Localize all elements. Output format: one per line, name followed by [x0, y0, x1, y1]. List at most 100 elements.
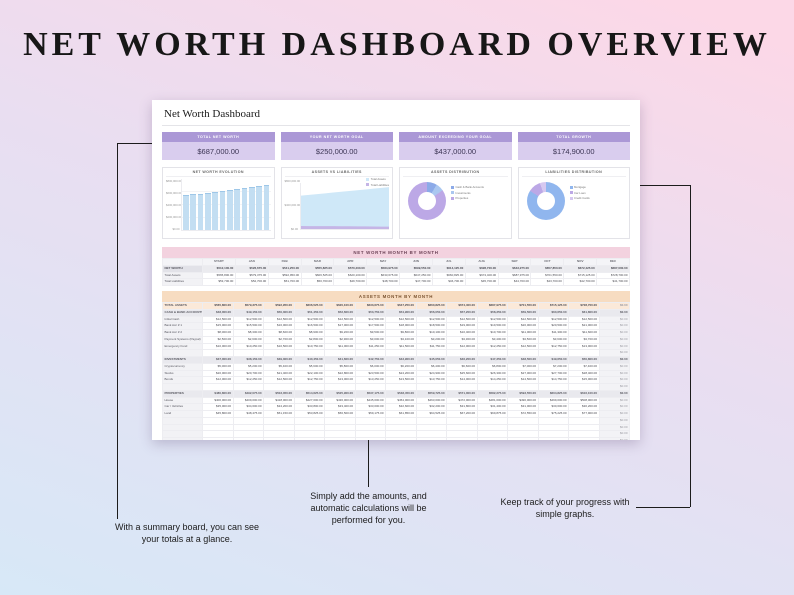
cell: $15,000.00: [202, 322, 234, 330]
cell: $59,500.00: [507, 308, 539, 317]
cell: $53,750.00: [354, 308, 386, 317]
callout-graphs-note: Keep track of your progress with simple …: [500, 497, 630, 520]
cell: $628,700.00: [464, 264, 499, 273]
table-row: $0.00: [162, 430, 630, 438]
area-chart-svg: [299, 183, 389, 230]
legend-swatch: [569, 196, 573, 200]
cell: $49,700.00: [333, 278, 368, 286]
cell: $728,700.00: [568, 302, 600, 310]
callout-line-middle-vertical: [368, 440, 369, 487]
cell: $0.00: [598, 410, 630, 418]
cell: [537, 423, 569, 432]
chart-title: ASSETS DISTRIBUTION: [403, 170, 508, 177]
y-axis-tick: $800,000.00: [284, 179, 301, 183]
table-row: Cryptocurrency $5,000.00 $5,200.00 $5,400.0…: [162, 362, 630, 371]
callout-line-left-horizontal: [117, 143, 152, 144]
cell: [415, 430, 447, 438]
cell: $57,200.00: [446, 308, 478, 317]
cell: $0.00: [598, 349, 630, 357]
cell: $525,900.00: [324, 389, 356, 398]
dashboard-screenshot: Net Worth Dashboard TOTAL NET WORTH $687,…: [152, 100, 640, 440]
table-row: Total Liabilities $53,700.00 $52,700.00 $51…: [162, 278, 630, 286]
cell: $18,000.00: [385, 322, 417, 330]
cell: $27,700.00: [537, 369, 569, 378]
cell: $54,900.00: [385, 308, 417, 317]
cell: [415, 383, 447, 391]
cell: $565,800.00: [202, 271, 236, 280]
cell: $0.00: [598, 302, 630, 310]
cell: $616,100.00: [568, 389, 600, 398]
cell: [232, 430, 264, 438]
cell: $3,400.00: [476, 335, 508, 344]
cell: $17,000.00: [324, 322, 356, 330]
cell: $51,150.00: [263, 410, 295, 418]
bar-chart-bars: [181, 179, 271, 231]
cell: $31,800.00: [446, 403, 478, 411]
legend-item: Cash & Bank Accounts: [451, 185, 484, 189]
legend-label: Cash & Bank Accounts: [455, 185, 484, 189]
cell: $8,000.00: [202, 329, 234, 337]
cell: $508,000.00: [568, 396, 600, 405]
cell: [293, 383, 325, 391]
cell: $34,600.00: [232, 403, 264, 411]
column-header: MAY: [366, 258, 401, 266]
cell: $15,000.00: [568, 376, 600, 384]
column-header: NOV: [563, 258, 598, 266]
cell: $0.00: [598, 322, 630, 330]
cell: $687,975.00: [476, 302, 508, 310]
cell: $584,975.00: [366, 264, 401, 273]
legend-label: Properties: [455, 196, 469, 200]
cell: $606,525.00: [300, 271, 335, 280]
cell: $0.00: [598, 308, 630, 317]
cell: [537, 383, 569, 391]
row-label: Car / Vehicles: [162, 403, 203, 411]
column-header: SEP: [497, 258, 532, 266]
cell: $3,500.00: [507, 335, 539, 344]
cell: $647,250.00: [399, 271, 433, 280]
bar: [197, 193, 204, 230]
cell: $11,250.00: [354, 342, 386, 351]
bar: [256, 186, 263, 230]
legend-item: Total Assets: [366, 177, 389, 181]
cell: $59,175.00: [354, 410, 386, 418]
cell: $13,750.00: [415, 376, 447, 384]
cell: $10,700.00: [476, 329, 508, 337]
cell: [476, 383, 508, 391]
cell: $614,125.00: [431, 264, 466, 273]
table-row: Initial Cash $12,500.00 $12,500.00 $12,500.…: [162, 315, 630, 324]
cell: $69,875.00: [476, 410, 508, 418]
cell: $58,350.00: [476, 308, 508, 317]
cell: $0.00: [598, 315, 630, 324]
bar: [234, 188, 241, 230]
cell: $11,300.00: [537, 329, 569, 337]
assets-table-grid: TOTAL ASSETS $565,800.00 $579,375.00 $592,9…: [162, 302, 630, 440]
column-header: JUL: [431, 258, 466, 266]
bar: [219, 190, 226, 230]
cell: $20,000.00: [507, 322, 539, 330]
cell: $9,500.00: [354, 329, 386, 337]
bar: [248, 187, 255, 230]
summary-card-value: $250,000.00: [280, 142, 393, 160]
cell: $12,250.00: [232, 376, 264, 384]
summary-card-value: $687,000.00: [162, 142, 275, 160]
legend-label: Investments: [455, 190, 471, 195]
cell: [446, 349, 478, 357]
summary-card-label: YOUR NET WORTH GOAL: [280, 132, 393, 142]
cell: $47,350.00: [476, 356, 508, 364]
cell: $7,000.00: [507, 362, 539, 371]
cell: $9,800.00: [385, 329, 417, 337]
cell: $12,500.00: [568, 315, 600, 324]
row-label: Stocks: [162, 369, 203, 378]
y-axis-tick: $0.00: [291, 227, 298, 231]
cell: [293, 416, 325, 425]
cell: $499,000.00: [537, 396, 569, 405]
cell: $48,700.00: [366, 278, 401, 286]
cell: $0.00: [598, 389, 630, 398]
cell: $12,500.00: [263, 376, 295, 384]
cell: $21,000.00: [568, 322, 600, 330]
assets-table-title: ASSETS MONTH BY MONTH: [162, 291, 630, 302]
cell: $12,500.00: [446, 315, 478, 324]
callout-line-right-horizontal-bottom: [636, 507, 690, 508]
cell: $31,400.00: [476, 403, 508, 411]
cell: $0.00: [598, 403, 630, 411]
